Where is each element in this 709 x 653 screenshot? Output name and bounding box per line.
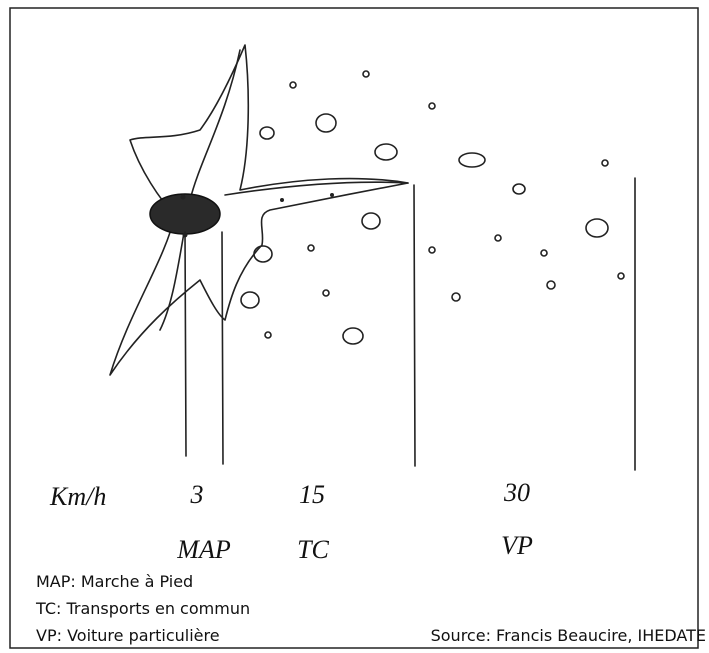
mode-label: TC	[297, 535, 329, 564]
source: Source: Francis Beaucire, IHEDATE	[431, 626, 706, 645]
sketch	[109, 44, 636, 471]
legend-entry: TC: Transports en commun	[35, 599, 250, 618]
speed-label: 30	[503, 478, 530, 507]
legend-entry: MAP: Marche à Pied	[36, 572, 193, 591]
mode-label: VP	[501, 531, 533, 560]
speed-label: 15	[299, 480, 325, 509]
unit-label: Km/h	[49, 482, 106, 511]
mode-label: MAP	[176, 535, 231, 564]
frame	[9, 7, 699, 649]
legend-entry: VP: Voiture particulière	[36, 626, 220, 645]
speed-label: 3	[190, 480, 204, 509]
